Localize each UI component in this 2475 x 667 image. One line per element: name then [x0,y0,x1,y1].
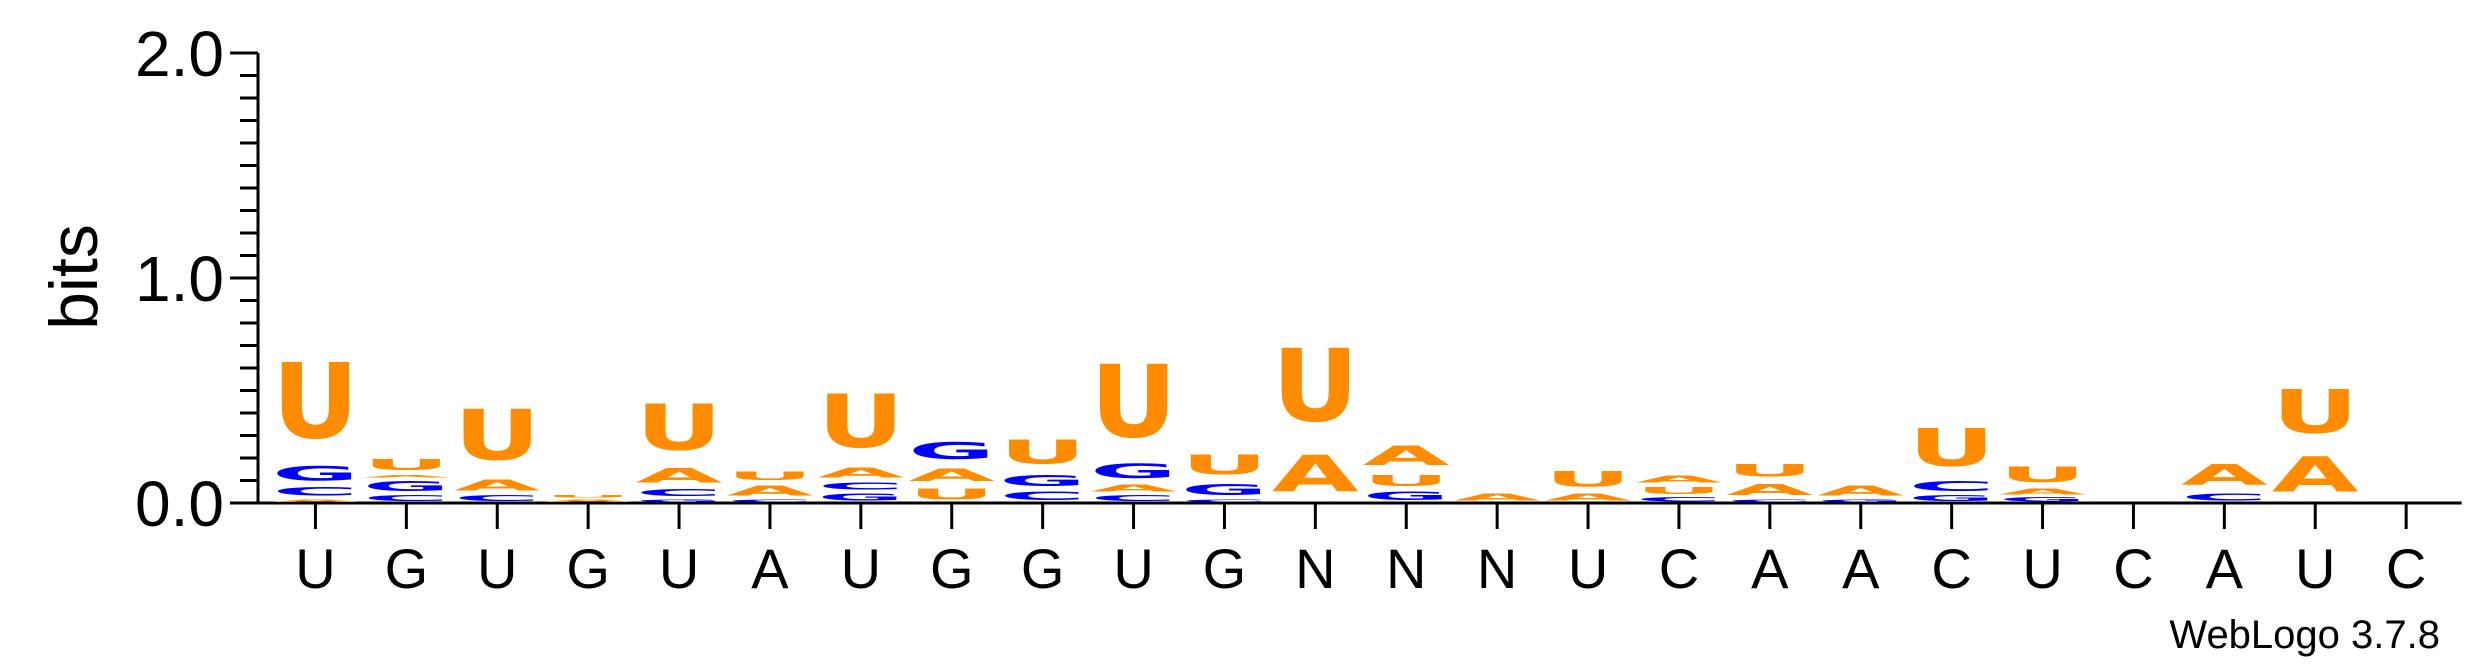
x-tick-label: A [2206,537,2244,600]
logo-letter-G: G [1817,498,1904,503]
axes: 0.0 1.0 2.0 [135,18,2462,540]
x-tick-label: N [1477,537,1517,600]
logo-letter-G: G [999,472,1086,490]
x-tick-label: C [2113,537,2153,600]
x-tick-label: G [385,537,429,600]
x-tick-label: C [1659,537,1699,600]
x-tick-label: G [1203,537,1247,600]
logo-letter-G: G [1090,460,1177,482]
logo-letter-A: A [545,498,633,503]
logo-letter-G: G [363,478,450,494]
logo-letter-C: C [454,494,541,503]
x-tick-label: U [477,537,517,600]
logo-letter-C: C [1181,498,1268,502]
logo-letter-U: U [1908,418,1995,478]
logo-letter-A: A [636,465,723,487]
y-tick-label: 1.0 [135,243,224,315]
logo-letter-C: C [817,481,904,492]
logo-letter-U: U [1181,450,1268,481]
logo-letter-C: C [1908,478,1995,494]
logo-letter-U: U [363,456,450,474]
x-tick-label: A [1751,537,1789,600]
logo-letter-A: A [727,483,814,499]
logo-letter-U: U [1545,467,1632,492]
logo-letter-A: A [1454,492,1541,503]
logo-letter-C: C [2181,492,2268,503]
logo-letter-A: A [1726,481,1813,499]
logo-letter-U: U [1999,463,2086,488]
logo-letter-G: G [1363,490,1450,503]
logo-letter-U: U [636,390,723,464]
logo-letter-C: C [1726,498,1813,502]
logo-letter-U: U [727,469,814,482]
logo-letter-A: A [1545,492,1632,503]
logo-letter-U: U [1363,472,1450,490]
logo-letter-G: G [636,498,723,503]
x-tick-label: U [1113,537,1153,600]
logo-letter-A: A [1999,487,2086,496]
x-tick-label: A [1842,537,1880,600]
logo-letter-A: A [1090,483,1177,494]
x-tick-label: C [2386,537,2426,600]
x-tick-label: C [1931,537,1971,600]
logo-letter-A: A [908,465,995,485]
logo-letter-C: C [727,498,814,502]
logo-letter-U: U [272,341,359,462]
logo-letter-G: G [908,438,995,465]
logo-letter-U: U [545,494,632,498]
x-tick-label: U [295,537,335,600]
logo-letter-U: U [454,396,541,477]
logo-letter-U: U [1636,485,1723,496]
x-tick-label: U [1568,537,1608,600]
logo-letter-G: G [272,462,359,484]
x-tick-label: N [1295,537,1335,600]
x-tick-label: N [1386,537,1426,600]
weblogo-version-label: WebLogo 3.7.8 [2169,613,2440,657]
logo-letter-A: A [1636,474,1723,485]
logo-letter-C: C [636,487,723,498]
x-tick-label: U [841,537,881,600]
logo-letter-U: U [999,433,1086,471]
logo-letter-U: U [908,485,995,503]
logo-letter-U: U [1090,345,1177,461]
logo-letter-G: G [1181,481,1268,499]
logo-letter-U: U [1726,461,1813,481]
logo-letter-A: A [2181,458,2269,491]
logo-letter-G: G [1908,494,1995,503]
logo-letter-C: C [1636,496,1723,503]
y-tick-label: 2.0 [135,18,224,90]
x-tick-label: G [930,537,974,600]
logo-letter-C: C [363,494,450,503]
logo-letter-A: A [817,465,904,481]
logo-letter-U: U [1272,329,1359,445]
logo-letter-A: A [1817,483,1904,499]
logo-letter-U: U [2272,378,2359,447]
logo-letter-G: G [817,492,904,503]
x-tick-label: G [566,537,610,600]
x-tick-label: A [751,537,789,600]
logo-letter-A: A [272,498,360,503]
y-axis-label: bits [36,224,112,330]
x-tick-label: U [2295,537,2335,600]
logo-letter-A: A [363,474,451,479]
logo-letter-C: C [999,490,1086,503]
logo-letter-C: C [1090,494,1177,503]
y-tick-label: 0.0 [135,468,224,540]
x-tick-label: U [659,537,699,600]
logo-letter-U: U [817,379,904,464]
logo-letter-A: A [1363,440,1450,471]
logo-letter-G: G [1999,496,2086,503]
logo-letter-C: C [272,485,359,498]
logo-letter-A: A [2272,447,2359,503]
logo-letter-A: A [454,476,541,494]
x-tick-label: U [2022,537,2062,600]
x-tick-label: G [1021,537,1065,600]
logo-letter-A: A [1272,445,1359,503]
